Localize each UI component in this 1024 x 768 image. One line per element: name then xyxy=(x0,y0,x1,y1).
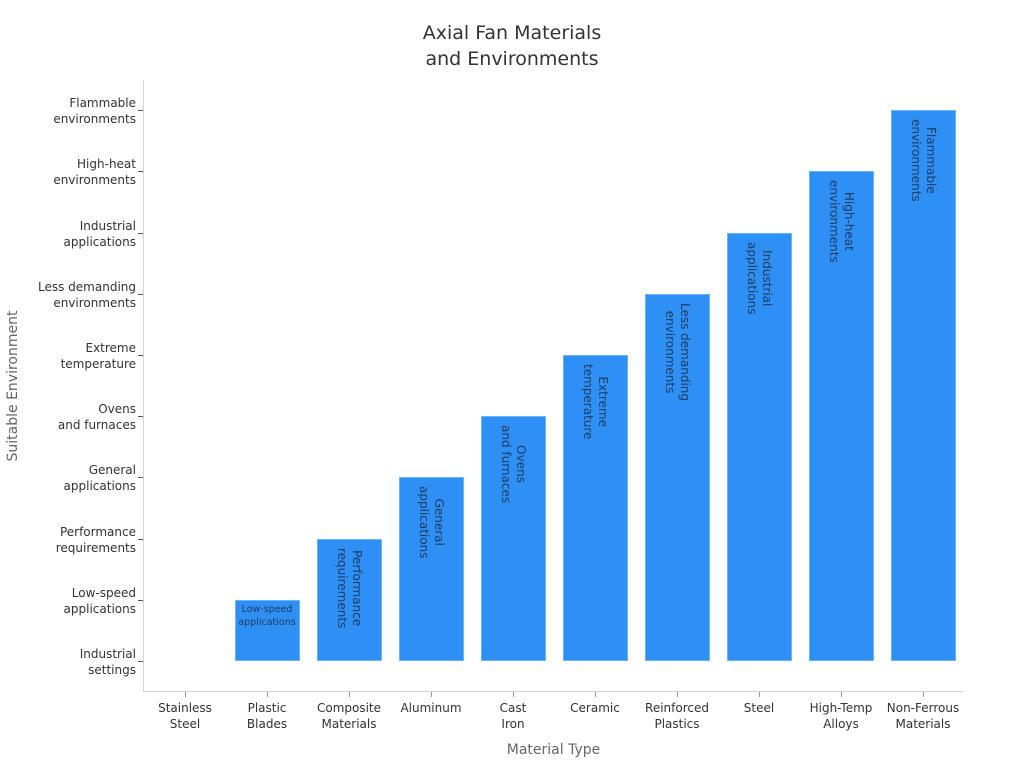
y-tick-mark xyxy=(138,110,143,112)
bar-value-label: Low-speed applications xyxy=(238,603,296,628)
bar-value-label: Ovens and furnaces xyxy=(499,425,528,504)
x-tick-label: Composite Materials xyxy=(316,701,382,731)
chart-title: Axial Fan Materials and Environments xyxy=(0,20,1024,72)
y-tick-mark xyxy=(138,293,143,295)
y-tick-mark xyxy=(138,661,143,662)
bar: Ovens and furnaces xyxy=(480,416,546,661)
x-tick-mark xyxy=(267,692,268,697)
bar-value-label: Performance requirements xyxy=(335,547,364,628)
x-tick-mark xyxy=(513,692,514,697)
y-tick-label: Ovens and furnaces xyxy=(57,402,136,433)
y-tick-mark xyxy=(138,477,143,479)
bar-value-label: Flammable environments xyxy=(909,119,938,202)
bar: Performance requirements xyxy=(316,538,382,661)
y-tick-mark xyxy=(138,355,143,356)
bar-value-label: Extreme temperature xyxy=(581,364,610,440)
x-axis-title: Material Type xyxy=(506,742,601,758)
bar-value-label: Less demanding environments xyxy=(663,302,692,401)
y-tick-label: Extreme temperature xyxy=(60,341,136,371)
bar: Extreme temperature xyxy=(562,355,628,661)
bar-value-label: Industrial applications xyxy=(745,241,774,315)
x-tick-mark xyxy=(595,692,596,697)
x-tick-label: Ceramic xyxy=(570,701,620,715)
y-tick-label: Low-speed applications xyxy=(63,585,136,616)
y-tick-label: Performance requirements xyxy=(55,524,136,555)
x-tick-mark xyxy=(431,692,432,697)
x-tick-label: Cast Iron xyxy=(499,701,527,731)
y-tick-mark xyxy=(138,171,143,173)
chart-title-line-2: and Environments xyxy=(425,48,599,70)
bar-value-label: High-heat environments xyxy=(827,180,856,264)
x-tick-mark xyxy=(349,692,350,697)
x-tick-mark xyxy=(923,692,924,697)
x-tick-label: Non-Ferrous Materials xyxy=(886,701,960,731)
bar: Flammable environments xyxy=(890,110,956,661)
x-axis-line xyxy=(143,691,964,692)
bar: Low-speed applications xyxy=(234,599,300,661)
chart-title-line-1: Axial Fan Materials xyxy=(422,22,602,44)
y-tick-label: Industrial settings xyxy=(79,647,136,677)
x-tick-label: Stainless Steel xyxy=(158,701,212,731)
y-tick-label: Less demanding environments xyxy=(38,279,136,310)
x-tick-label: Steel xyxy=(743,701,775,715)
y-tick-label: General applications xyxy=(63,463,136,494)
x-tick-label: Plastic Blades xyxy=(246,701,288,731)
bar-value-label: General applications xyxy=(417,486,446,559)
x-tick-mark xyxy=(677,692,678,697)
x-tick-mark xyxy=(185,692,186,697)
y-axis-line xyxy=(143,80,144,692)
x-tick-label: High-Temp Alloys xyxy=(809,701,873,731)
x-tick-label: Reinforced Plastics xyxy=(645,701,709,731)
x-tick-mark xyxy=(759,692,760,697)
y-axis-title: Suitable Environment xyxy=(5,310,21,462)
y-tick-label: Industrial applications xyxy=(63,218,136,249)
x-tick-label: Aluminum xyxy=(400,701,462,715)
x-tick-mark xyxy=(841,692,842,697)
y-tick-mark xyxy=(138,416,143,418)
bar: General applications xyxy=(398,477,464,661)
bar: Industrial applications xyxy=(726,232,792,661)
y-tick-label: Flammable environments xyxy=(53,96,136,127)
bar: High-heat environments xyxy=(808,171,874,661)
y-tick-label: High-heat environments xyxy=(53,157,136,188)
y-tick-mark xyxy=(138,599,143,601)
y-tick-mark xyxy=(138,538,143,540)
y-tick-mark xyxy=(138,232,143,234)
bar: Less demanding environments xyxy=(644,293,710,661)
